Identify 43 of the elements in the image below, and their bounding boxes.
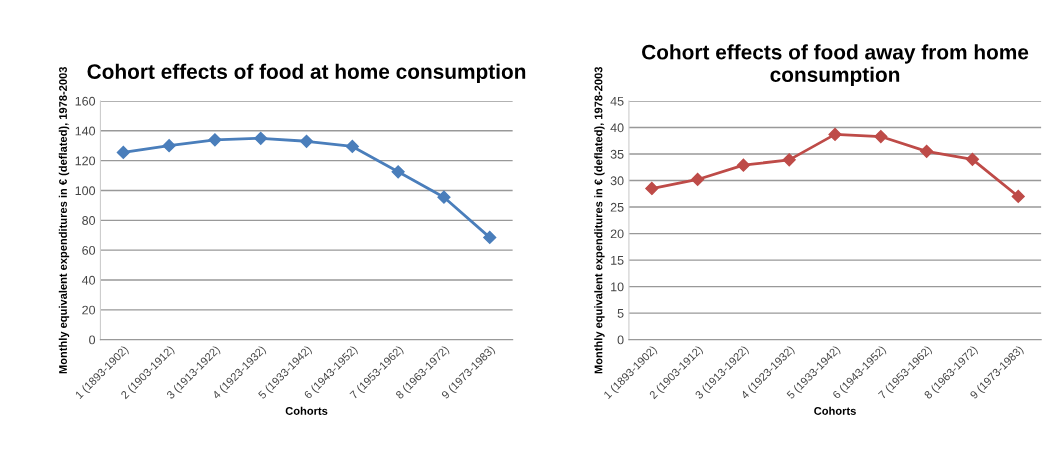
point [920,144,934,158]
y-tick-label: 40 [81,275,96,285]
point [208,133,222,147]
y-axis-title: Monthly equivalent expenditures in € (deflated), 1978-2003 [58,66,70,374]
y-tick-label: 20 [610,229,624,239]
y-tick-label: 15 [611,256,624,265]
point [345,139,359,154]
y-tick-label: 45 [610,96,624,106]
point [874,129,888,144]
y-tick-label: 0 [89,335,96,345]
y-tick-label: 40 [610,123,624,133]
point [162,139,176,153]
point [299,134,314,148]
point [437,190,451,204]
point [691,172,705,187]
point [828,127,842,141]
point [1011,189,1025,204]
y-tick-label: 10 [611,282,624,292]
point [782,153,796,167]
y-tick-label: 25 [610,202,624,212]
y-tick-label: 35 [610,149,624,159]
y-tick-label: 100 [75,186,96,196]
y-tick-label: 160 [75,96,96,106]
y-tick-label: 140 [75,126,96,136]
y-tick-label: 80 [82,216,96,225]
chart-title: Cohort effects of food away from home consumption [642,44,1029,87]
y-tick-label: 5 [617,309,624,318]
y-tick-label: 120 [75,156,96,166]
point [965,152,980,166]
y-axis-title: Monthly equivalent expenditures in € (deflated), 1978-2003 [594,66,605,374]
y-tick-label: 20 [82,305,96,315]
y-tick-label: 30 [610,176,624,186]
chart-title: Cohort effects of food at home consumption [87,63,526,84]
point [483,230,497,245]
point [116,145,130,160]
y-tick-label: 0 [617,335,624,345]
y-tick-label: 60 [82,245,96,255]
x-axis-title: Cohorts [285,406,328,415]
point [391,165,405,179]
point [254,131,268,145]
point [736,158,751,172]
x-axis-title: Cohorts [814,406,856,415]
point [645,181,659,196]
